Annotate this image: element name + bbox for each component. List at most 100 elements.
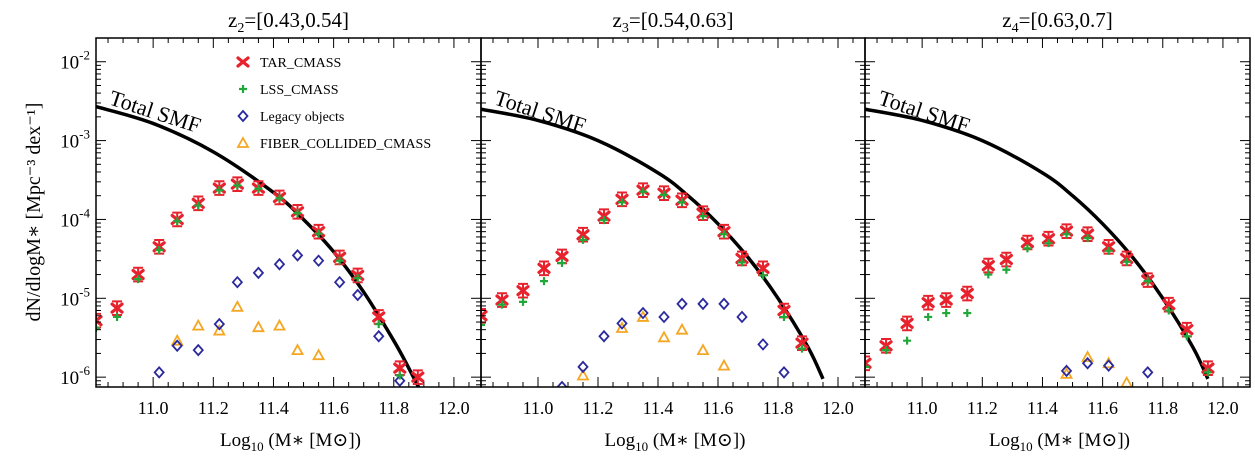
fiber-collided-point bbox=[576, 368, 590, 381]
lss-point bbox=[720, 230, 728, 239]
legacy-point bbox=[556, 380, 568, 387]
lss-point bbox=[113, 312, 122, 321]
lss-point bbox=[194, 201, 203, 210]
tar-point bbox=[999, 253, 1013, 266]
fiber-collided-point bbox=[717, 358, 731, 371]
panel-title: z3=[0.54,0.63] bbox=[613, 8, 734, 36]
legacy-point bbox=[273, 257, 286, 271]
tar-point bbox=[110, 302, 124, 314]
legacy-point bbox=[1081, 356, 1094, 370]
legacy-point bbox=[351, 288, 364, 302]
legend-marker bbox=[236, 56, 250, 68]
y-tick-label: 10-2 bbox=[60, 48, 90, 74]
lss-point bbox=[134, 275, 143, 284]
x-axis-label: Log10 (M∗ [M⊙]) bbox=[604, 430, 745, 454]
x-tick-label: 12.0 bbox=[438, 398, 470, 418]
lss-point bbox=[699, 212, 707, 221]
legacy-point bbox=[676, 297, 688, 311]
legacy-point bbox=[757, 338, 769, 351]
lss-point bbox=[215, 186, 224, 195]
lss-point bbox=[639, 187, 647, 196]
y-tick-label: 10-4 bbox=[60, 205, 90, 231]
fiber-collided-point bbox=[170, 333, 184, 346]
tar-point bbox=[756, 262, 770, 274]
x-tick-label: 11.0 bbox=[523, 398, 554, 418]
x-tick-label: 11.4 bbox=[1027, 398, 1058, 418]
lss-point bbox=[759, 271, 767, 280]
tar-point bbox=[921, 297, 935, 309]
tar-point bbox=[555, 250, 569, 262]
y-tick-label: 10-5 bbox=[60, 284, 90, 310]
lss-point bbox=[865, 362, 869, 371]
y-axis-label: dN/dlogM∗ [Mpc⁻³ dex⁻¹] bbox=[23, 103, 45, 322]
x-tick-label: 11.2 bbox=[198, 398, 229, 418]
legend-label: Legacy objects bbox=[260, 110, 344, 125]
lss-point bbox=[374, 320, 383, 329]
lss-point bbox=[579, 235, 587, 244]
legacy-point bbox=[736, 310, 748, 324]
lss-point bbox=[1023, 244, 1032, 253]
lss-point bbox=[780, 312, 788, 321]
tar-point bbox=[1201, 362, 1215, 374]
fiber-collided-point bbox=[230, 299, 244, 312]
legend-label: FIBER_COLLIDED_CMASS bbox=[260, 137, 431, 152]
legacy-point bbox=[718, 297, 730, 311]
legacy-point bbox=[213, 317, 226, 331]
legacy-point bbox=[192, 343, 204, 357]
fiber-collided-point bbox=[615, 321, 629, 333]
lss-point bbox=[618, 198, 626, 207]
lss-point bbox=[275, 194, 284, 203]
lss-point bbox=[1104, 246, 1113, 255]
legend-label: TAR_CMASS bbox=[260, 56, 341, 71]
panel-plot-area bbox=[865, 107, 1215, 387]
lss-point bbox=[173, 217, 182, 226]
total-smf-curve bbox=[865, 107, 1210, 380]
fiber-collided-point bbox=[191, 318, 205, 331]
tar-point bbox=[1041, 233, 1056, 245]
lss-point bbox=[519, 297, 527, 306]
lss-point bbox=[1203, 368, 1212, 377]
fiber-collided-point bbox=[657, 330, 671, 343]
fiber-collided-point bbox=[312, 348, 326, 361]
legacy-point bbox=[658, 310, 670, 324]
lss-point bbox=[924, 312, 933, 321]
lss-point bbox=[984, 270, 993, 279]
x-tick-label: 11.8 bbox=[1147, 398, 1178, 418]
lss-point bbox=[678, 198, 686, 207]
tar-point bbox=[900, 317, 914, 330]
lss-point bbox=[540, 277, 548, 286]
x-axis-label: Log10 (M∗ [M⊙]) bbox=[220, 430, 361, 454]
lss-point bbox=[335, 256, 344, 265]
tar-point bbox=[495, 294, 509, 306]
tar-point bbox=[1180, 324, 1194, 336]
tar-point bbox=[795, 337, 809, 349]
legacy-point bbox=[778, 366, 790, 379]
total-smf-label: Total SMF bbox=[491, 85, 589, 138]
tar-point bbox=[777, 304, 791, 317]
fiber-collided-point bbox=[290, 343, 305, 356]
legacy-point bbox=[231, 275, 244, 289]
total-smf-label: Total SMF bbox=[875, 85, 973, 138]
fiber-collided-point bbox=[1081, 350, 1095, 362]
lss-point bbox=[395, 371, 404, 380]
tar-point bbox=[960, 287, 974, 300]
tar-point bbox=[96, 315, 103, 327]
legacy-point bbox=[1060, 364, 1073, 378]
legacy-point bbox=[312, 254, 325, 268]
lss-point bbox=[558, 259, 566, 268]
lss-point bbox=[1182, 332, 1191, 341]
tar-point bbox=[939, 294, 953, 306]
y-tick-label: 10-3 bbox=[60, 127, 90, 153]
legend-marker bbox=[239, 85, 247, 93]
tar-point bbox=[879, 340, 893, 352]
legacy-point bbox=[171, 339, 183, 353]
tar-point bbox=[411, 371, 425, 383]
lss-point bbox=[798, 344, 806, 353]
panel-title: z2=[0.43,0.54] bbox=[228, 8, 349, 36]
panel-plot-area bbox=[96, 104, 425, 387]
lss-point bbox=[254, 184, 263, 193]
fiber-collided-point bbox=[251, 320, 265, 333]
panel-frame bbox=[480, 37, 866, 388]
legend-label: LSS_CMASS bbox=[260, 83, 339, 98]
